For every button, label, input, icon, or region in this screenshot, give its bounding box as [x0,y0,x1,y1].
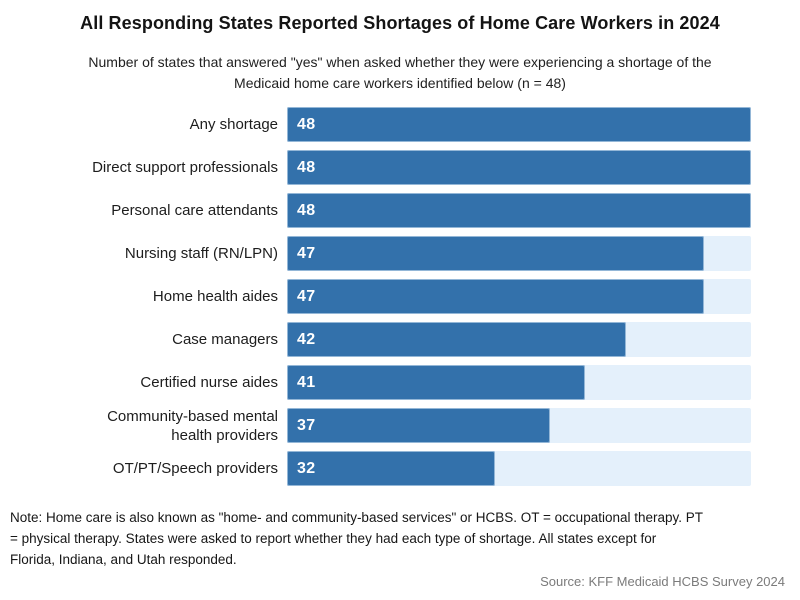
bar-track: 48 [287,107,751,142]
bar-value-label: 41 [297,373,316,391]
category-label: Home health aides [152,288,278,305]
bar-fill: 37 [287,408,551,443]
bar-fill: 48 [287,107,751,142]
chart-figure: All Responding States Reported Shortages… [0,12,800,600]
bar-track: 42 [287,322,751,357]
bar-value-label: 48 [297,201,316,219]
bar-fill: 41 [287,365,585,400]
bar-track: 41 [287,365,751,400]
bar-track: 47 [287,236,751,271]
bar-track: 48 [287,193,751,228]
chart-source: Source: KFF Medicaid HCBS Survey 2024 [540,574,785,589]
chart-row: Personal care attendants 48 [0,193,760,228]
bar-track: 37 [287,408,751,443]
category-label: Direct support professionals [92,159,278,176]
bar-fill: 47 [287,279,705,314]
category-label: OT/PT/Speech providers [112,460,278,477]
bar-value-label: 37 [297,416,316,434]
bar-track: 47 [287,279,751,314]
chart-row: Community-based mental health providers 3… [0,407,760,444]
bar-value-label: 32 [297,459,316,477]
chart-note: Note: Home care is also known as "home- … [10,510,704,567]
chart-row: Case managers 42 [0,322,760,357]
bar-fill: 48 [287,193,751,228]
bar-value-label: 48 [297,158,316,176]
bar-fill: 42 [287,322,627,357]
chart-row: Nursing staff (RN/LPN) 47 [0,236,760,271]
bar-fill: 48 [287,150,751,185]
chart-row: OT/PT/Speech providers 32 [0,451,760,486]
category-label: Case managers [172,331,278,348]
chart-row: Certified nurse aides 41 [0,365,760,400]
chart-title: All Responding States Reported Shortages… [80,13,720,33]
bar-chart: Any shortage 48 Direct support professiona… [0,107,760,486]
bar-track: 32 [287,451,751,486]
chart-row: Direct support professionals 48 [0,150,760,185]
bar-value-label: 42 [297,330,316,348]
category-label: Any shortage [189,116,278,133]
bar-value-label: 47 [297,287,316,305]
chart-row: Any shortage 48 [0,107,760,142]
chart-row: Home health aides 47 [0,279,760,314]
bar-track: 48 [287,150,751,185]
category-label: Certified nurse aides [140,374,278,391]
bar-fill: 47 [287,236,705,271]
bar-fill: 32 [287,451,495,486]
bar-value-label: 47 [297,244,316,262]
chart-subtitle: Number of states that answered "yes" whe… [88,54,712,91]
category-label: Nursing staff (RN/LPN) [124,245,278,262]
category-label: Personal care attendants [111,202,278,219]
bar-value-label: 48 [297,115,316,133]
category-label: Community-based mental health providers [107,407,278,444]
